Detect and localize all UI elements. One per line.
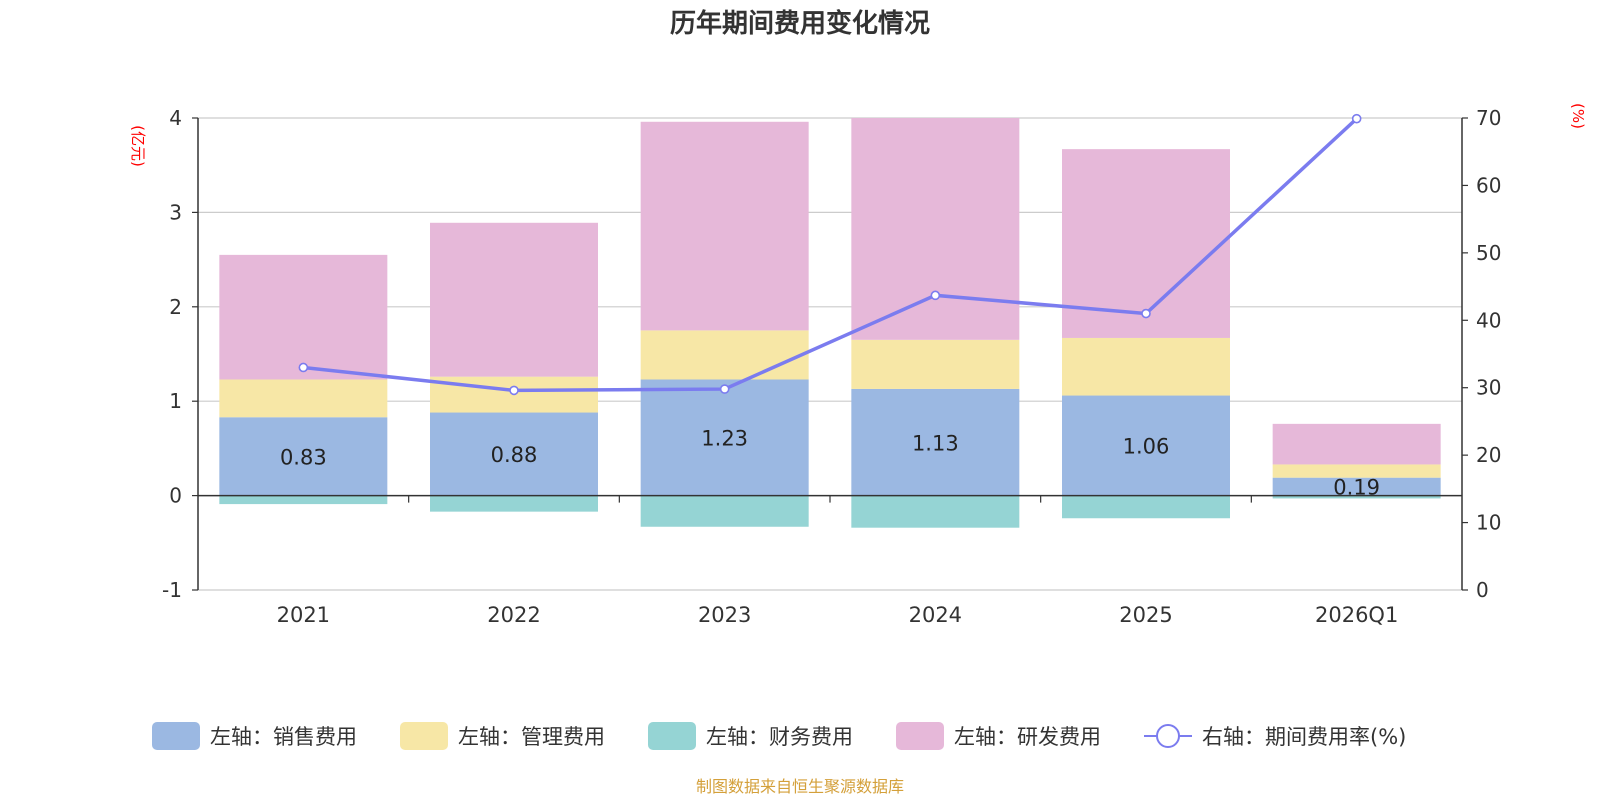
legend-swatch-rd: [896, 722, 944, 750]
bar-rd-2021: [219, 254, 388, 380]
sales-data-label: 1.06: [1123, 435, 1170, 459]
source-note: 制图数据来自恒生聚源数据库: [696, 777, 904, 796]
left-axis-ticks: -1 0 1 2 3 4: [162, 106, 198, 602]
chart-title: 历年期间费用变化情况: [670, 8, 930, 39]
bar-sales-2021: [219, 417, 388, 496]
right-axis-ticks: 0 10 20 30 40 50 60 70: [1462, 106, 1501, 602]
bar-finance-2021: [219, 495, 388, 505]
expense-rate-line: [303, 117, 1358, 393]
category-label: 2024: [909, 603, 962, 627]
sales-data-label: 0.83: [280, 445, 327, 469]
bar-rd-2025: [1062, 149, 1230, 338]
bar-finance-2022: [430, 495, 598, 512]
left-tick-label: 0: [169, 484, 182, 508]
expense-rate-point: [930, 290, 941, 301]
bar-finance-2024: [851, 495, 1020, 528]
bar-sales-2025: [1062, 395, 1230, 496]
legend-label-rd: 左轴：研发费用: [954, 725, 1101, 749]
gridlines: [198, 117, 1462, 591]
right-tick-label: 40: [1476, 308, 1501, 332]
sales-data-label: 1.23: [701, 427, 748, 451]
bar-series: [219, 118, 1441, 528]
bar-admin-2026Q1: [1272, 464, 1441, 478]
category-label: 2023: [698, 603, 751, 627]
expense-rate-point: [298, 362, 309, 373]
sales-data-label: 0.19: [1333, 476, 1380, 500]
expense-rate-point: [719, 384, 730, 394]
bar-sales-2022: [430, 412, 598, 496]
bar-finance-2025: [1062, 495, 1230, 519]
bar-sales-2023: [640, 379, 809, 496]
bar-rd-2026Q1: [1272, 423, 1441, 465]
bar-finance-2023: [640, 495, 809, 527]
expense-rate-point: [1351, 113, 1362, 124]
legend-point-swatch: [1156, 724, 1180, 748]
bar-rd-2023: [640, 121, 809, 331]
data-labels: 0.83 0.88 1.23 1.13 1.06 0.19: [280, 427, 1380, 500]
left-tick-label: 2: [169, 295, 182, 319]
sales-data-label: 0.88: [491, 443, 538, 467]
left-axis-unit: (亿元): [129, 125, 147, 167]
line-series: [298, 113, 1362, 396]
right-axis-unit: (%): [1569, 103, 1587, 129]
bar-admin-2021: [219, 379, 388, 418]
legend-label-finance: 左轴：财务费用: [706, 725, 853, 749]
right-tick-label: 30: [1476, 376, 1501, 400]
legend-swatch-admin: [400, 722, 448, 750]
left-tick-label: -1: [162, 578, 182, 602]
category-label: 2021: [277, 603, 330, 627]
bar-rd-2024: [851, 118, 1020, 340]
bar-admin-2023: [640, 330, 809, 380]
right-tick-label: 0: [1476, 578, 1489, 602]
legend-label-admin: 左轴：管理费用: [458, 725, 605, 749]
bar-sales-2026Q1: [1272, 477, 1441, 496]
axes: [197, 118, 1463, 590]
bar-sales-2024: [851, 388, 1020, 496]
left-tick-label: 4: [169, 106, 182, 130]
legend-swatch-sales: [152, 722, 200, 750]
legend-label-line: 右轴：期间费用率(%): [1202, 725, 1406, 749]
right-tick-label: 60: [1476, 173, 1501, 197]
legend: 左轴：销售费用 左轴：管理费用 左轴：财务费用 左轴：研发费用 右轴：期间费用率(%): [152, 722, 1406, 750]
bar-finance-2026Q1: [1272, 495, 1441, 499]
right-tick-label: 70: [1476, 106, 1501, 130]
expense-rate-point: [1141, 308, 1151, 319]
bar-admin-2024: [851, 339, 1020, 389]
right-tick-label: 20: [1476, 443, 1501, 467]
category-label: 2026Q1: [1315, 603, 1398, 627]
sales-data-label: 1.13: [912, 431, 959, 455]
left-tick-label: 3: [169, 200, 182, 224]
legend-label-sales: 左轴：销售费用: [210, 725, 357, 749]
bar-admin-2025: [1062, 337, 1230, 396]
category-label: 2025: [1119, 603, 1172, 627]
left-tick-label: 1: [169, 389, 182, 413]
legend-swatch-finance: [648, 722, 696, 750]
bar-rd-2022: [430, 222, 598, 377]
expense-rate-point: [509, 385, 519, 396]
right-tick-label: 50: [1476, 241, 1501, 265]
category-labels: 2021 2022 2023 2024 2025 2026Q1: [277, 603, 1399, 627]
category-label: 2022: [487, 603, 540, 627]
right-tick-label: 10: [1476, 511, 1501, 535]
